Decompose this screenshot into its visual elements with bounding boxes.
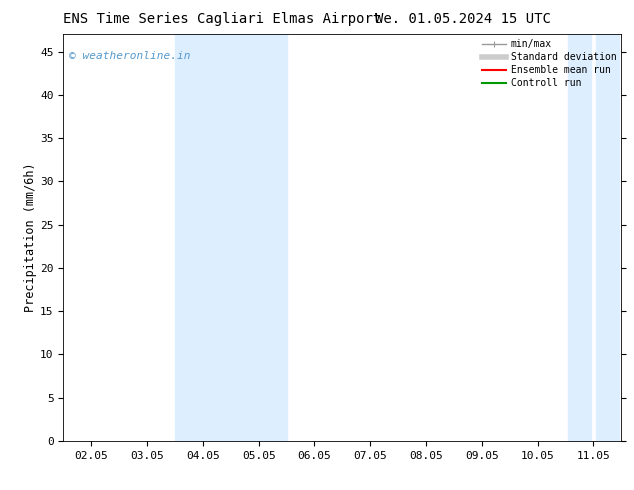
Text: We. 01.05.2024 15 UTC: We. 01.05.2024 15 UTC bbox=[375, 12, 551, 26]
Text: ENS Time Series Cagliari Elmas Airport: ENS Time Series Cagliari Elmas Airport bbox=[63, 12, 381, 26]
Bar bbox=[175, 34, 287, 441]
Text: © weatheronline.in: © weatheronline.in bbox=[69, 50, 190, 61]
Y-axis label: Precipitation (mm/6h): Precipitation (mm/6h) bbox=[24, 163, 37, 313]
Bar bbox=[596, 34, 619, 441]
Legend: min/max, Standard deviation, Ensemble mean run, Controll run: min/max, Standard deviation, Ensemble me… bbox=[482, 39, 616, 88]
Bar bbox=[568, 34, 591, 441]
